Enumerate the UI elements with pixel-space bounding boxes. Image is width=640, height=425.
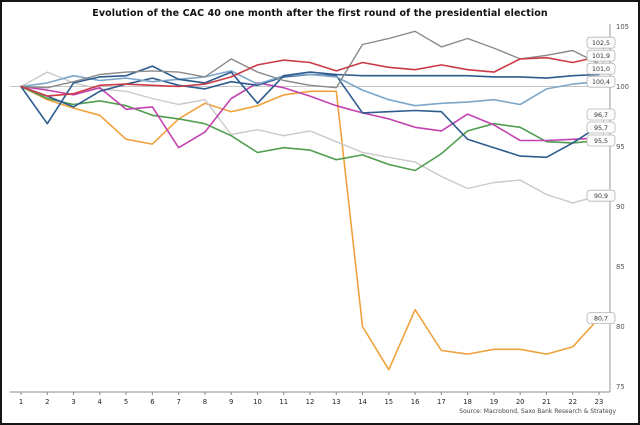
x-tick-label: 3 [71, 398, 75, 406]
x-tick-label: 17 [437, 398, 446, 406]
end-label-navy2: 96,7 [594, 112, 608, 119]
end-label-box-green [586, 134, 616, 147]
x-tick-label: 10 [253, 398, 262, 406]
series-line-green [20, 85, 600, 172]
end-label-box-navy2 [586, 108, 616, 121]
end-label-darkgray: 101,9 [592, 53, 610, 60]
x-tick-label: 5 [124, 398, 128, 406]
x-tick-label: 9 [229, 398, 233, 406]
end-label-green: 95,5 [594, 138, 608, 145]
series-line-lightgray [20, 71, 600, 204]
source-note: Source: Macrobond, Saxo Bank Research & … [459, 408, 616, 415]
y-tick-label: 95 [616, 143, 625, 151]
x-tick-label: 23 [595, 398, 604, 406]
y-tick-label: 85 [616, 263, 625, 271]
series-line-navy [20, 65, 600, 125]
x-tick-label: 16 [411, 398, 420, 406]
end-label-orange: 80,7 [594, 316, 608, 323]
end-label-red: 102,5 [592, 40, 610, 47]
end-label-box-magenta [586, 121, 616, 134]
x-tick-label: 20 [516, 398, 525, 406]
series-line-red [20, 55, 600, 97]
end-label-box-navy [586, 62, 616, 75]
series-line-darkgray [20, 30, 600, 89]
end-label-box-orange [586, 312, 616, 325]
end-label-box-red [586, 36, 616, 49]
x-tick-label: 22 [568, 398, 577, 406]
end-label-box-steelblue [586, 75, 616, 88]
x-tick-label: 21 [542, 398, 551, 406]
x-tick-label: 13 [332, 398, 341, 406]
x-tick-label: 14 [358, 398, 367, 406]
x-tick-label: 18 [463, 398, 472, 406]
y-tick-label: 80 [616, 323, 625, 331]
series-line-orange [20, 85, 600, 371]
y-tick-label: 100 [616, 83, 629, 91]
end-label-magenta: 95,7 [594, 125, 608, 132]
series-line-steelblue [20, 70, 600, 107]
y-tick-label: 105 [616, 23, 629, 31]
x-tick-label: 8 [203, 398, 207, 406]
x-tick-label: 19 [490, 398, 499, 406]
end-label-box-lightgray [586, 189, 616, 202]
x-tick-label: 1 [19, 398, 23, 406]
x-tick-label: 6 [150, 398, 154, 406]
x-tick-label: 4 [98, 398, 102, 406]
end-label-lightgray: 90,9 [594, 193, 608, 200]
end-label-box-darkgray [586, 49, 616, 62]
series-line-magenta [20, 82, 600, 149]
x-tick-label: 11 [279, 398, 288, 406]
end-label-steelblue: 100,4 [592, 79, 610, 86]
x-tick-label: 15 [384, 398, 393, 406]
x-tick-label: 7 [176, 398, 180, 406]
end-label-navy: 101,0 [592, 66, 610, 73]
chart-title: Evolution of the CAC 40 one month after … [92, 8, 548, 19]
x-tick-label: 2 [45, 398, 49, 406]
x-tick-label: 12 [306, 398, 315, 406]
y-tick-label: 90 [616, 203, 625, 211]
y-tick-label: 75 [616, 383, 625, 391]
